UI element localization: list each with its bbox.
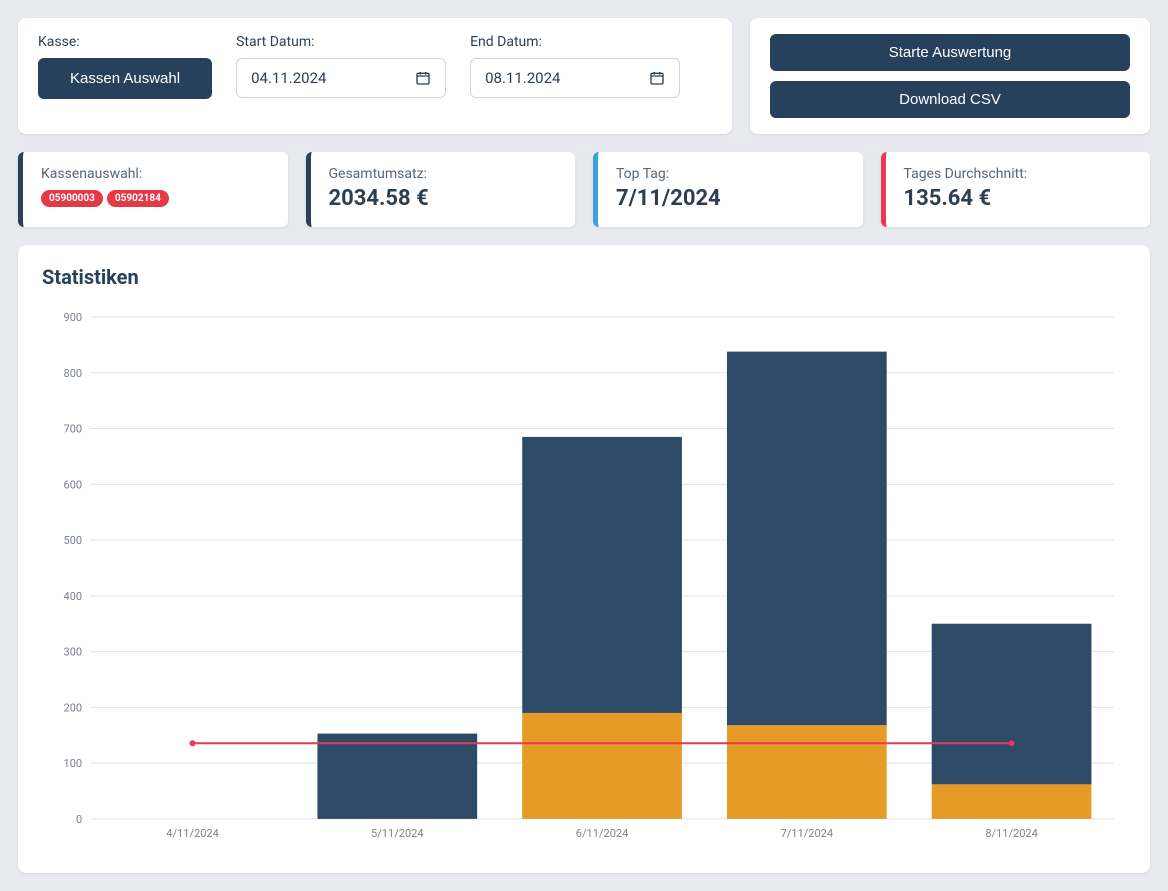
starte-auswertung-button[interactable]: Starte Auswertung xyxy=(770,34,1130,71)
stat-label: Top Tag: xyxy=(616,166,845,182)
stats-bar-chart: 0 100 200 300 400 500 600 700 800 900 4/11/2024 5/1… xyxy=(42,307,1126,849)
svg-text:8/11/2024: 8/11/2024 xyxy=(985,827,1038,840)
kassen-tag: 05900003 xyxy=(41,190,103,207)
end-date-label: End Datum: xyxy=(470,34,680,50)
kassen-tags: 0590000305902184 xyxy=(41,186,270,207)
download-csv-button[interactable]: Download CSV xyxy=(770,81,1130,118)
end-date-input[interactable]: 08.11.2024 xyxy=(470,58,680,98)
svg-text:7/11/2024: 7/11/2024 xyxy=(781,827,834,840)
svg-text:100: 100 xyxy=(64,757,83,770)
stat-card-top-tag: Top Tag: 7/11/2024 xyxy=(593,152,863,227)
svg-text:4/11/2024: 4/11/2024 xyxy=(166,827,219,840)
start-date-label: Start Datum: xyxy=(236,34,446,50)
filter-panel: Kasse: Kassen Auswahl Start Datum: 04.11… xyxy=(18,18,732,134)
stat-value: 7/11/2024 xyxy=(616,186,845,211)
svg-text:5/11/2024: 5/11/2024 xyxy=(371,827,424,840)
chart-title: Statistiken xyxy=(42,265,1126,289)
calendar-icon xyxy=(649,70,665,86)
svg-text:200: 200 xyxy=(64,701,83,714)
chart-panel: Statistiken 0 100 200 300 400 500 600 700 800 900… xyxy=(18,245,1150,873)
svg-text:900: 900 xyxy=(64,311,83,324)
stat-card-gesamtumsatz: Gesamtumsatz: 2034.58 € xyxy=(306,152,576,227)
stat-label: Tages Durchschnitt: xyxy=(904,166,1133,182)
kassen-auswahl-button[interactable]: Kassen Auswahl xyxy=(38,58,212,99)
stat-value: 2034.58 € xyxy=(329,186,558,211)
end-date-value: 08.11.2024 xyxy=(485,69,560,87)
svg-text:600: 600 xyxy=(64,478,83,491)
start-date-value: 04.11.2024 xyxy=(251,69,326,87)
svg-text:0: 0 xyxy=(76,813,82,826)
svg-text:400: 400 xyxy=(64,590,83,603)
stat-value: 135.64 € xyxy=(904,186,1133,211)
calendar-icon xyxy=(415,70,431,86)
kasse-label: Kasse: xyxy=(38,34,212,50)
svg-text:6/11/2024: 6/11/2024 xyxy=(576,827,629,840)
svg-text:700: 700 xyxy=(64,423,83,436)
start-date-input[interactable]: 04.11.2024 xyxy=(236,58,446,98)
stats-row: Kassenauswahl: 0590000305902184 Gesamtum… xyxy=(18,152,1150,227)
svg-text:500: 500 xyxy=(64,534,83,547)
stat-card-kassenauswahl: Kassenauswahl: 0590000305902184 xyxy=(18,152,288,227)
actions-panel: Starte Auswertung Download CSV xyxy=(750,18,1150,134)
stat-label: Gesamtumsatz: xyxy=(329,166,558,182)
kassen-tag: 05902184 xyxy=(107,190,169,207)
svg-text:300: 300 xyxy=(64,646,83,659)
svg-text:800: 800 xyxy=(64,367,83,380)
stat-label: Kassenauswahl: xyxy=(41,166,270,182)
stat-card-durchschnitt: Tages Durchschnitt: 135.64 € xyxy=(881,152,1151,227)
